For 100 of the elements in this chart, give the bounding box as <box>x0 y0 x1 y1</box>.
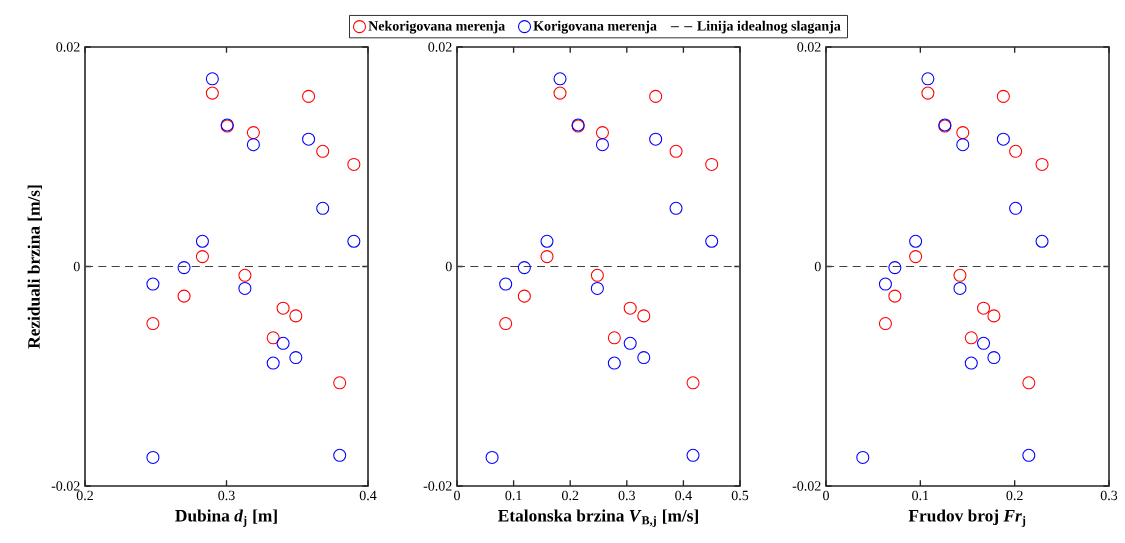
y-axis-title: Reziduali brzina [m/s] <box>27 185 42 349</box>
point <box>669 201 683 215</box>
point <box>195 250 209 264</box>
x-axis-title: Dubina d$_{j}$ [m] <box>175 509 277 527</box>
x-tick-label: 0.5 <box>731 490 749 501</box>
x-tick-label: 0.3 <box>1100 490 1118 501</box>
x-tick-label: 0.4 <box>359 490 377 501</box>
y-tick-label: 0 <box>445 261 452 272</box>
point <box>333 376 347 390</box>
point <box>878 317 892 331</box>
point <box>595 138 609 152</box>
point <box>333 448 347 462</box>
x-tick-label: 0.3 <box>218 490 235 501</box>
y-tick-label: 0.02 <box>428 42 452 52</box>
point <box>1009 144 1023 158</box>
point <box>956 138 970 152</box>
point <box>517 289 531 303</box>
point <box>289 351 303 365</box>
point <box>705 157 719 171</box>
point <box>686 376 700 390</box>
point <box>499 277 513 291</box>
point <box>195 234 209 248</box>
x-tick-label: 0.1 <box>505 490 522 501</box>
point <box>590 268 604 282</box>
point <box>909 234 923 248</box>
point <box>649 132 663 146</box>
legend-label: Linija idealnog slaganja <box>697 20 841 34</box>
point <box>540 250 554 264</box>
point <box>953 268 967 282</box>
point <box>1035 234 1049 248</box>
point <box>623 301 637 315</box>
point <box>705 234 719 248</box>
point <box>878 277 892 291</box>
x-tick-label: 0 <box>454 490 460 501</box>
point <box>553 72 567 86</box>
point <box>517 261 531 275</box>
x-tick-label: 0.2 <box>76 490 93 501</box>
point <box>669 144 683 158</box>
point <box>953 281 967 295</box>
point <box>146 450 160 464</box>
point <box>921 86 935 100</box>
y-tick-label: -0.02 <box>423 481 452 491</box>
point <box>964 331 978 345</box>
y-tick-label: -0.02 <box>51 481 80 491</box>
point <box>987 351 1001 365</box>
x-tick-label: 0.1 <box>912 490 929 501</box>
point <box>977 336 991 350</box>
x-tick-label: 0.2 <box>561 490 579 501</box>
point <box>302 89 316 103</box>
point <box>205 72 219 86</box>
point <box>595 126 609 140</box>
point <box>316 201 330 215</box>
y-tick-label: 0 <box>814 261 821 272</box>
point <box>302 132 316 146</box>
point <box>347 157 361 171</box>
point <box>909 250 923 264</box>
x-tick-label: 0.3 <box>618 490 635 501</box>
point <box>238 281 252 295</box>
point <box>1009 201 1023 215</box>
point <box>238 268 252 282</box>
point <box>499 317 513 331</box>
point <box>276 301 290 315</box>
point <box>686 448 700 462</box>
y-tick-label: 0 <box>73 261 80 272</box>
point <box>590 281 604 295</box>
y-tick-label: 0.02 <box>797 42 821 52</box>
point <box>1022 376 1036 390</box>
point <box>637 309 651 323</box>
point <box>1035 157 1049 171</box>
point <box>987 309 1001 323</box>
y-tick-label: 0.02 <box>56 42 80 52</box>
point <box>266 331 280 345</box>
point <box>316 144 330 158</box>
point <box>607 356 621 370</box>
point <box>921 72 935 86</box>
point <box>347 234 361 248</box>
x-tick-label: 0 <box>823 490 829 501</box>
point <box>888 261 902 275</box>
x-axis-title: Etalonska brzina V$_{B,j}$ [m/s] <box>498 509 698 527</box>
point <box>996 89 1010 103</box>
point <box>623 336 637 350</box>
point <box>540 234 554 248</box>
point <box>553 86 567 100</box>
point <box>1022 448 1036 462</box>
point <box>607 331 621 345</box>
point <box>956 126 970 140</box>
point <box>246 138 260 152</box>
point <box>637 351 651 365</box>
point <box>177 289 191 303</box>
y-tick-label: -0.02 <box>792 481 821 491</box>
x-axis-title: Frudov broj Fr$_{j}$ <box>908 509 1026 527</box>
point <box>276 336 290 350</box>
point <box>205 86 219 100</box>
point <box>888 289 902 303</box>
x-tick-label: 0.2 <box>1006 490 1023 501</box>
point <box>289 309 303 323</box>
point <box>266 356 280 370</box>
point <box>649 89 663 103</box>
point <box>977 301 991 315</box>
legend-label: Nekorigovana merenja <box>368 20 505 34</box>
